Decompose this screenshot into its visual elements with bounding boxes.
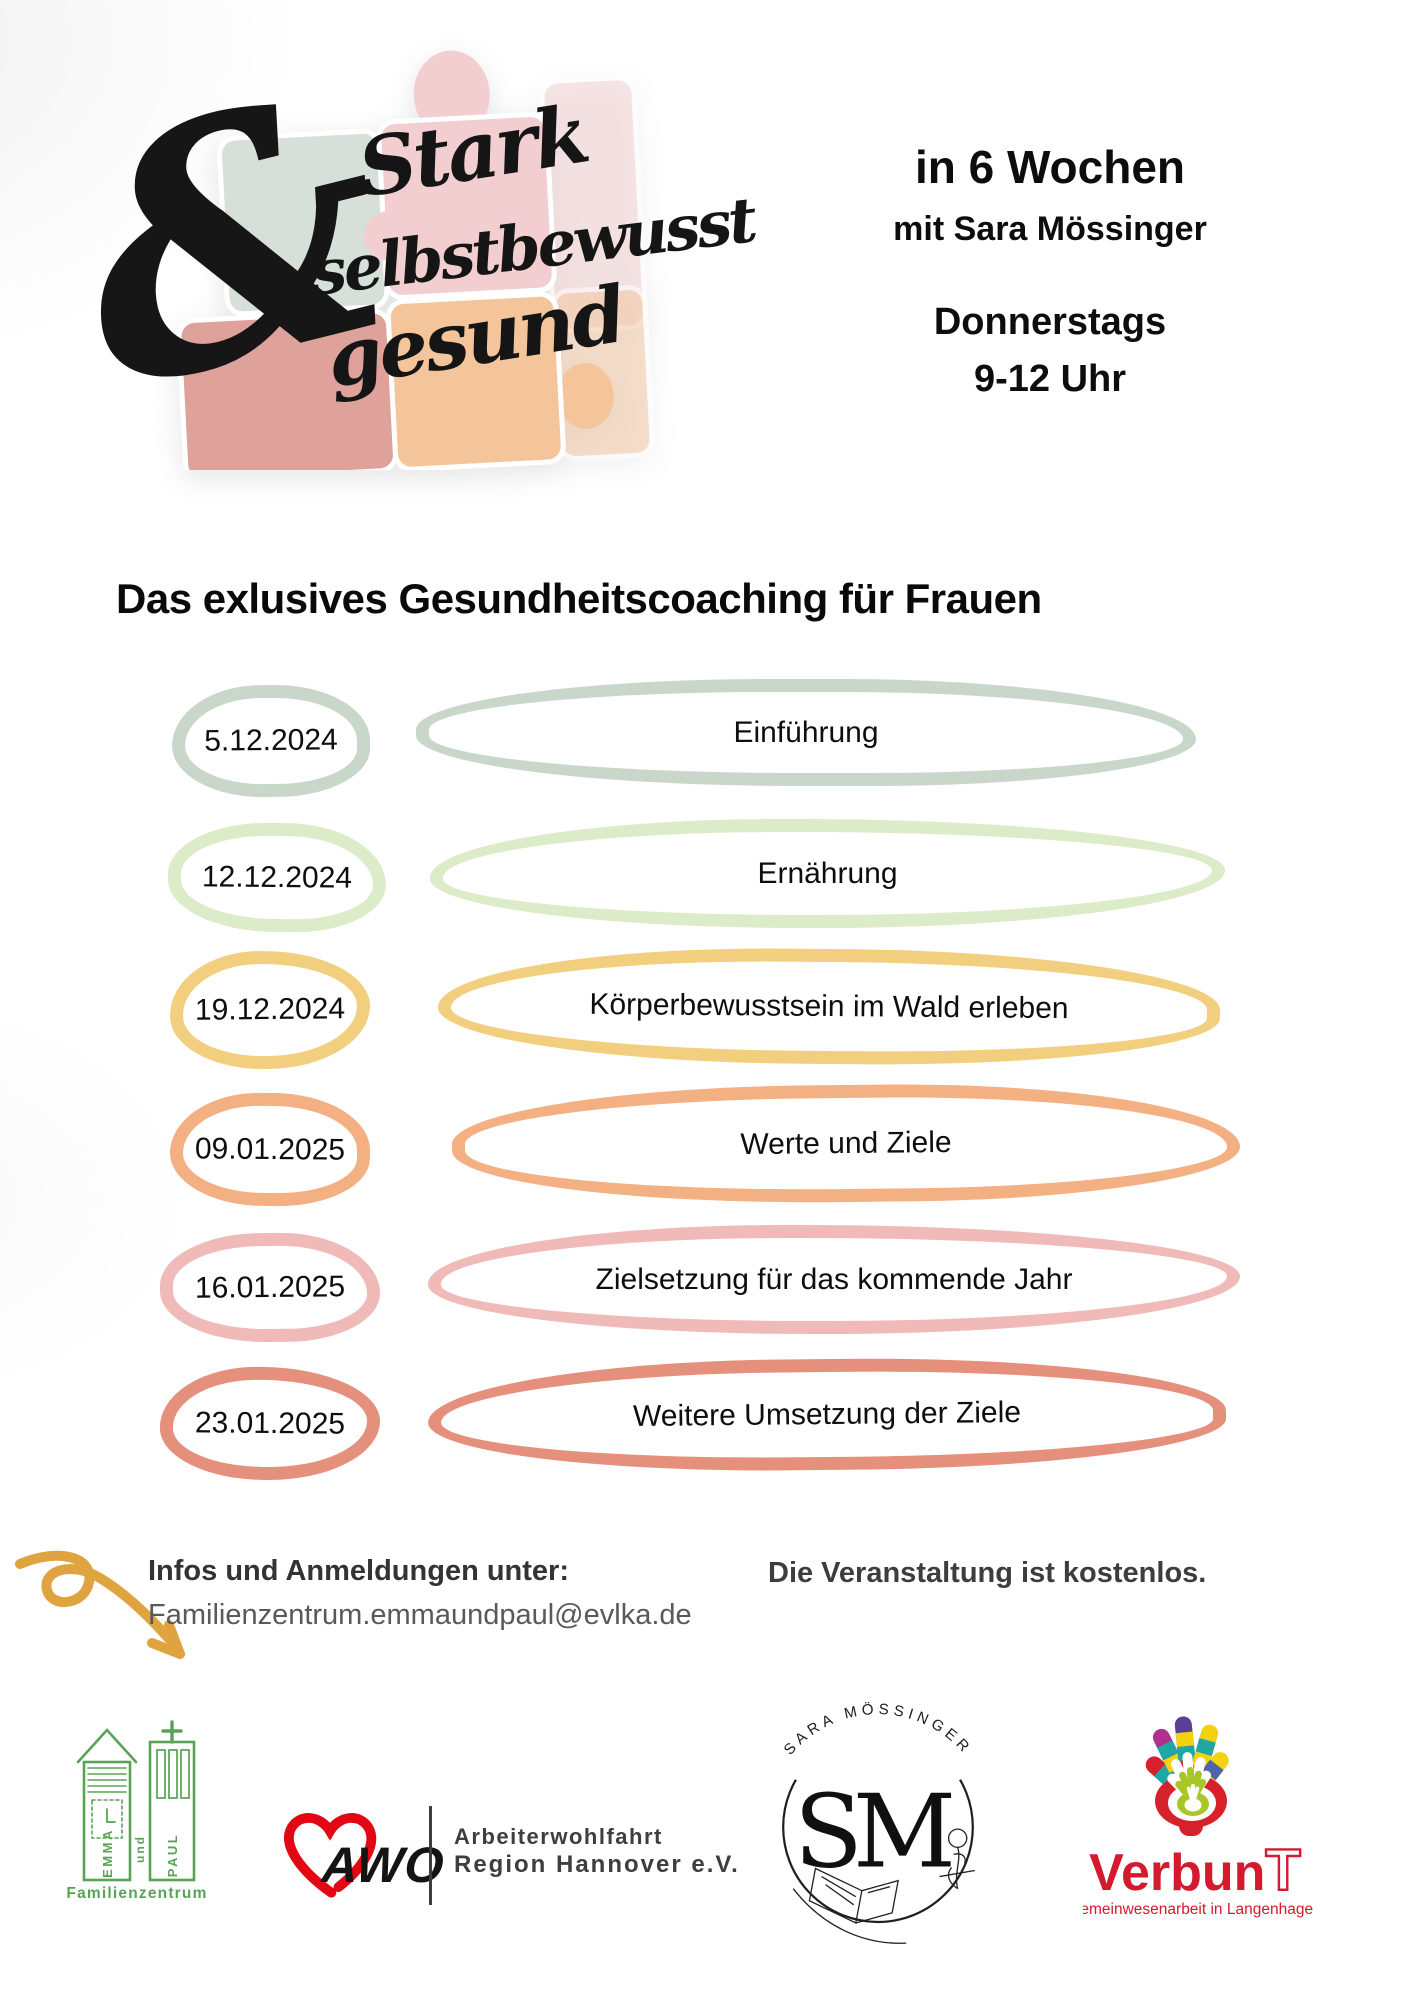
free-event-note: Die Veranstaltung ist kostenlos. [768, 1557, 1207, 1589]
date-text: 23.01.2025 [194, 1405, 346, 1441]
date-text: 19.12.2024 [194, 992, 346, 1027]
schedule-date-1: 5.12.2024 [171, 683, 371, 799]
contact-email: Familienzentrum.emmaundpaul@evlka.de [148, 1599, 692, 1631]
event-day: Donnerstags [933, 301, 1167, 343]
date-text: 5.12.2024 [204, 723, 338, 758]
date-text: 09.01.2025 [194, 1131, 346, 1167]
verbunt-wordmark: VerbunT [1089, 1838, 1301, 1903]
schedule-topic-1: Einführung [416, 679, 1196, 786]
event-info: in 6 Wochen mit Sara Mössinger Donnersta… [820, 140, 1280, 401]
topic-text: Zielsetzung für das kommende Jahr [595, 1262, 1073, 1296]
awo-acronym: AWO [320, 1837, 447, 1893]
schedule-topic-5: Zielsetzung für das kommende Jahr [428, 1225, 1240, 1334]
familienzentrum-name-emma: EMMA [100, 1828, 115, 1878]
awo-heart-icon [284, 1813, 377, 1898]
topic-text: Körperbewusstsein im Wald erleben [589, 987, 1069, 1025]
schedule-date-6: 23.01.2025 [159, 1366, 381, 1481]
church-tower-right [148, 1740, 196, 1882]
curved-arrow-icon [15, 1550, 185, 1659]
church-tower-left [82, 1760, 132, 1882]
date-text: 16.01.2025 [194, 1269, 346, 1305]
puzzle-knob-pink-left [364, 211, 415, 262]
topic-text: Ernährung [757, 856, 898, 890]
ballerina-line-art-icon [939, 1828, 975, 1890]
familienzentrum-caption: Familienzentrum [66, 1885, 207, 1902]
contact-label: Infos und Anmeldungen unter: [148, 1555, 569, 1587]
book-line-art-icon [792, 1867, 907, 1944]
verbunt-caption: Gemeinwesenarbeit in Langenhagen [1083, 1901, 1313, 1918]
church-clock-icon [91, 1799, 123, 1839]
church-cross-icon [161, 1720, 183, 1744]
event-time: 9-12 Uhr [973, 358, 1127, 400]
schedule-topic-6: Weitere Umsetzung der Ziele [427, 1354, 1227, 1475]
verbunt-logo-icon: VerbunT Gemeinwesenarbeit in Langenhagen [1083, 1716, 1313, 1918]
familienzentrum-connector: und [133, 1835, 147, 1863]
awo-org-line1: Arbeiterwohlfahrt [454, 1824, 663, 1849]
puzzle-piece-peach [385, 291, 566, 470]
topic-text: Werte und Ziele [740, 1125, 952, 1161]
schedule-date-5: 16.01.2025 [159, 1231, 381, 1344]
sara-monogram: SM [794, 1772, 952, 1890]
schedule-date-2: 12.12.2024 [167, 822, 387, 933]
schedule-date-4: 09.01.2025 [169, 1092, 371, 1207]
familienzentrum-name-paul: PAUL [165, 1833, 180, 1877]
topic-text: Einführung [733, 715, 879, 749]
puzzle-icon [176, 50, 655, 470]
puzzle-knob-peach-right [557, 363, 614, 429]
event-duration: in 6 Wochen [914, 141, 1186, 193]
schedule-topic-3: Körperbewusstsein im Wald erleben [437, 945, 1221, 1068]
schedule-date-3: 19.12.2024 [169, 949, 371, 1071]
schedule-topic-2: Ernährung [430, 819, 1225, 928]
schedule-topic-4: Werte und Ziele [451, 1080, 1241, 1207]
topic-text: Weitere Umsetzung der Ziele [632, 1395, 1022, 1433]
date-text: 12.12.2024 [201, 859, 353, 895]
awo-org-line2: Region Hannover e.V. [454, 1851, 740, 1878]
familienzentrum-logo-icon: EMMA und PAUL Familienzentrum [66, 1720, 207, 1902]
awo-divider [429, 1806, 432, 1905]
verbunt-hand-icon [1145, 1716, 1229, 1836]
verbunt-outlined-t: T [1265, 1838, 1300, 1903]
event-coach: mit Sara Mössinger [893, 210, 1207, 248]
sara-moessinger-logo-icon: SARA MÖSSINGER SM [781, 1700, 975, 1944]
church-roof-icon [76, 1728, 138, 1764]
puzzle-piece-pink [376, 112, 557, 300]
page-title: Das exlusives Gesundheitscoaching für Fr… [116, 575, 1042, 622]
